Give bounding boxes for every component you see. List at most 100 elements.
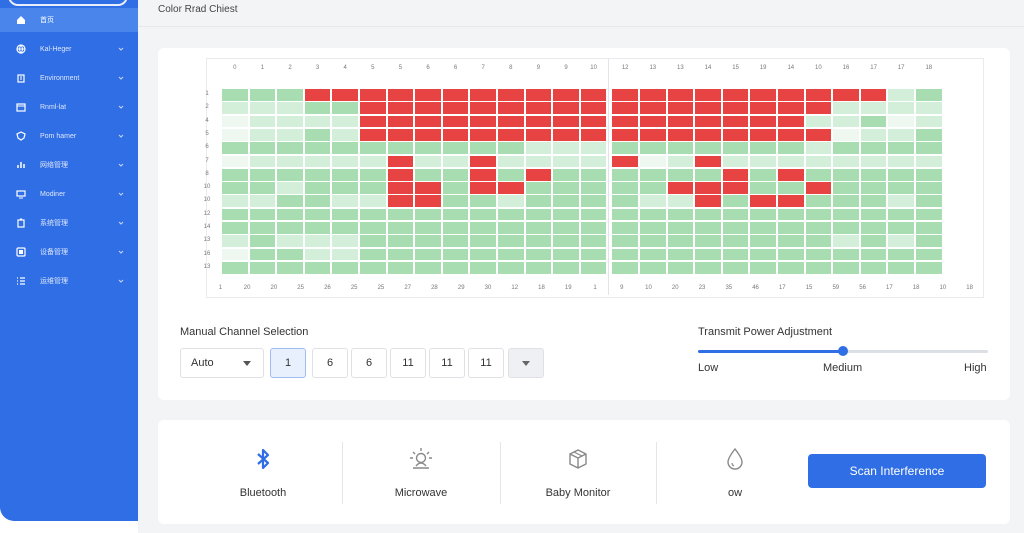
channel-row-label: 2	[205, 104, 209, 111]
heatmap-cell	[249, 195, 276, 208]
channel-bottom-label: 10	[939, 285, 947, 291]
heatmap-cell	[442, 182, 469, 194]
heatmap-cell	[778, 142, 804, 154]
heatmap-cell	[442, 195, 469, 208]
sidebar-item[interactable]: 首页	[0, 8, 138, 32]
channel-button[interactable]: 6	[351, 348, 387, 378]
heatmap-cell	[916, 235, 942, 248]
heatmap-cell	[888, 182, 914, 194]
sidebar: 首页 Kal-Heger Environment Rnml-lat Pom hamer 网…	[0, 0, 138, 521]
heatmap-cell	[277, 155, 303, 168]
chevron-down-icon	[118, 250, 124, 254]
heatmap-cell	[833, 208, 859, 221]
heatmap-cell	[332, 102, 358, 115]
heatmap-cell	[888, 261, 914, 274]
sidebar-item[interactable]: 运维管理	[0, 269, 138, 293]
heatmap-cell	[722, 208, 749, 221]
heatmap-cell	[249, 261, 276, 274]
heatmap-cell	[525, 222, 552, 234]
heatmap-cell	[580, 102, 607, 115]
heatmap-cell	[360, 102, 386, 115]
sidebar-item[interactable]: 网络管理	[0, 153, 138, 177]
source-bluetooth[interactable]: Bluetooth	[198, 420, 328, 524]
sidebar-item[interactable]: Modiner	[0, 182, 138, 206]
heatmap-cell	[612, 142, 638, 154]
heatmap-cell	[860, 168, 887, 181]
heatmap-cell	[360, 155, 386, 168]
channel-button[interactable]: 11	[390, 348, 426, 378]
channel-row-label: 6	[205, 144, 209, 151]
channel-column-label: 9	[536, 65, 541, 71]
heatmap-cell	[580, 235, 607, 248]
heatmap-cell	[612, 155, 638, 168]
heatmap-cell	[332, 89, 358, 101]
heatmap-cell	[525, 235, 552, 248]
heatmap-cell	[695, 182, 721, 194]
source-baby-monitor[interactable]: Baby Monitor	[513, 420, 643, 524]
heatmap-cell	[415, 195, 441, 208]
heatmap-cell	[860, 89, 887, 101]
heatmap-cell	[553, 89, 579, 101]
sidebar-item[interactable]: Environment	[0, 66, 138, 90]
heatmap-cell	[612, 182, 638, 194]
channel-row-label: 13	[203, 263, 211, 270]
building-icon	[16, 73, 26, 83]
channel-column-label: 13	[677, 65, 684, 71]
heatmap-cell	[833, 89, 859, 101]
heatmap-cell	[750, 128, 776, 141]
heatmap-cell	[470, 115, 496, 128]
heatmap-cell	[833, 168, 859, 181]
sidebar-item[interactable]: 设备管理	[0, 240, 138, 264]
channel-button[interactable]: 1	[270, 348, 306, 378]
channel-mode-select[interactable]: Auto	[180, 348, 264, 378]
chevron-down-icon	[118, 221, 124, 225]
heatmap-cell	[277, 168, 303, 181]
heatmap-cell	[805, 222, 832, 234]
heatmap-cell	[553, 102, 579, 115]
heatmap-cell	[695, 235, 721, 248]
heatmap-cell	[667, 102, 694, 115]
sidebar-item[interactable]: 系统管理	[0, 211, 138, 235]
sidebar-item[interactable]: Kal-Heger	[0, 37, 138, 61]
heatmap-cell	[695, 128, 721, 141]
power-slider[interactable]	[698, 346, 988, 356]
heatmap-cell	[360, 208, 386, 221]
power-slider-handle[interactable]	[838, 346, 848, 356]
heatmap-cell	[805, 261, 832, 274]
heatmap-cell	[525, 261, 552, 274]
channel-column-label: 6	[426, 65, 430, 71]
channel-button[interactable]: 6	[312, 348, 348, 378]
heatmap-cell	[750, 248, 776, 261]
more-channels-button[interactable]	[508, 348, 544, 378]
source-other[interactable]: ow	[670, 420, 800, 524]
heatmap-cell	[860, 235, 887, 248]
sidebar-item[interactable]: Rnml-lat	[0, 95, 138, 119]
heatmap-cell	[640, 235, 666, 248]
heatmap-cell	[498, 128, 524, 141]
channel-button[interactable]: 11	[429, 348, 465, 378]
heatmap-cell	[888, 222, 914, 234]
heatmap-cell	[525, 115, 552, 128]
heatmap-cell	[470, 261, 496, 274]
heatmap-cell	[498, 208, 524, 221]
scan-interference-button[interactable]: Scan Interference	[808, 454, 986, 488]
heatmap-cell	[833, 155, 859, 168]
heatmap-cell	[277, 115, 303, 128]
heatmap-cell	[470, 89, 496, 101]
heatmap-cell	[695, 168, 721, 181]
heatmap-cell	[222, 235, 248, 248]
source-microwave[interactable]: Microwave	[356, 420, 486, 524]
heatmap-cell	[667, 155, 694, 168]
sidebar-item[interactable]: Pom hamer	[0, 124, 138, 148]
heatmap-cell	[750, 168, 776, 181]
channel-bottom-label: 25	[350, 285, 358, 291]
channel-row-label: 16	[203, 250, 211, 257]
heatmap-cell	[695, 261, 721, 274]
heatmap-cell	[860, 115, 887, 128]
heatmap-cell	[640, 248, 666, 261]
heatmap-cell	[888, 115, 914, 128]
heatmap-cell	[612, 248, 638, 261]
heatmap-cell	[553, 128, 579, 141]
channel-button[interactable]: 11	[468, 348, 504, 378]
channel-column-label: 12	[621, 65, 629, 71]
